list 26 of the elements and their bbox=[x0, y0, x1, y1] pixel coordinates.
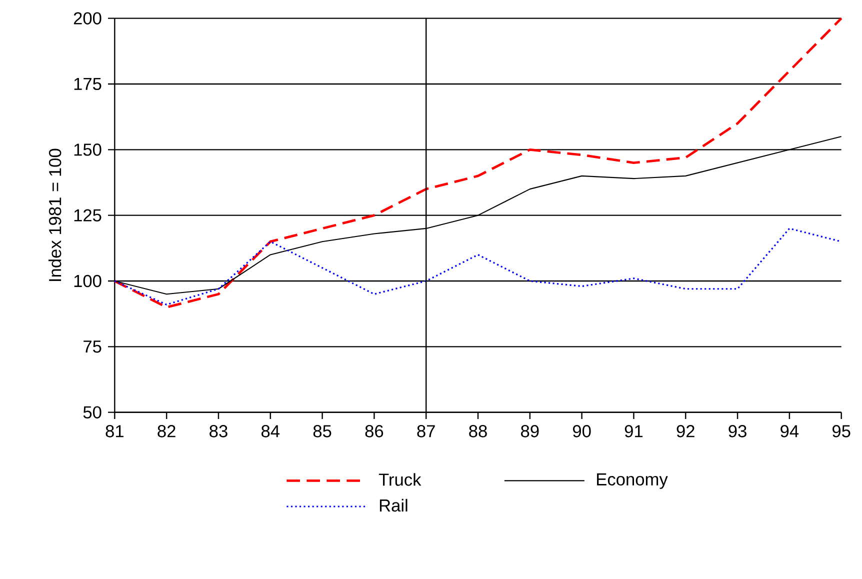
legend-label: Rail bbox=[380, 498, 408, 512]
y-tick-label: 150 bbox=[74, 144, 102, 156]
x-tick-label: 88 bbox=[469, 425, 487, 438]
x-tick-label: 90 bbox=[572, 425, 591, 438]
x-tick-label: 89 bbox=[521, 425, 539, 438]
x-tick-label: 81 bbox=[106, 425, 124, 438]
y-tick-label: 100 bbox=[74, 274, 102, 288]
y-tick-label: 200 bbox=[74, 12, 102, 24]
x-tick-label: 87 bbox=[417, 425, 435, 438]
x-tick-label: 84 bbox=[262, 425, 280, 438]
legend-label: Economy bbox=[597, 473, 668, 489]
x-tick-label: 83 bbox=[210, 425, 228, 438]
y-axis-title: Index 1981 = 100 bbox=[48, 148, 62, 281]
x-tick-label: 93 bbox=[728, 425, 746, 438]
y-tick-label: 50 bbox=[83, 406, 102, 418]
x-tick-label: 85 bbox=[313, 425, 332, 438]
x-tick-label: 91 bbox=[624, 425, 643, 438]
legend-label: Truck bbox=[378, 473, 422, 486]
y-tick-label: 75 bbox=[84, 340, 102, 353]
x-tick-label: 86 bbox=[365, 425, 384, 438]
x-tick-label: 82 bbox=[158, 425, 176, 438]
x-tick-label: 92 bbox=[676, 425, 694, 438]
x-tick-label: 94 bbox=[780, 425, 799, 438]
y-tick-label: 125 bbox=[74, 209, 102, 222]
y-tick-label: 175 bbox=[74, 78, 102, 90]
x-tick-label: 95 bbox=[832, 425, 850, 438]
